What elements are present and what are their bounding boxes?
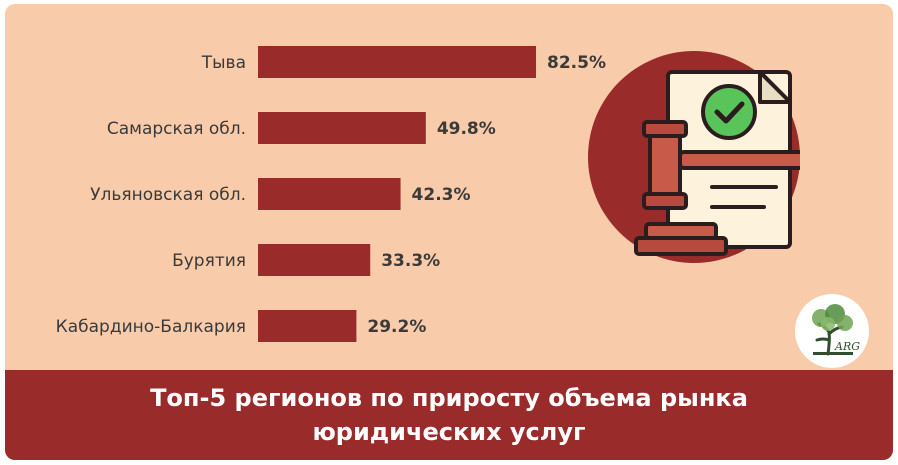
- bar-chart: Тыва 82.5% Самарская обл. 49.8% Ульяновская …: [56, 46, 606, 342]
- checkmark-icon: [714, 101, 745, 124]
- title-banner: Топ-5 регионов по приросту объема рынка …: [5, 370, 893, 460]
- category-label-2: Ульяновская обл.: [90, 185, 246, 205]
- bar-3: [258, 244, 371, 276]
- value-label-4: 29.2%: [367, 317, 426, 337]
- value-label-3: 33.3%: [381, 251, 440, 271]
- category-label-1: Самарская обл.: [107, 119, 246, 139]
- chart-title-line-2: юридических услуг: [312, 418, 586, 446]
- bar-0: [258, 46, 537, 78]
- category-label-0: Тыва: [201, 53, 246, 73]
- gavel-base-top: [644, 222, 718, 240]
- legal-document-gavel-icon: [588, 51, 800, 263]
- gavel-base-bottom: [634, 236, 728, 256]
- checkmark-circle: [701, 84, 757, 140]
- gavel-handle: [678, 150, 800, 170]
- arg-logo: ARG: [795, 294, 869, 368]
- chart-title-line-1: Топ-5 регионов по приросту объема рынка: [150, 384, 748, 412]
- value-label-2: 42.3%: [412, 185, 471, 205]
- svg-text:ARG: ARG: [834, 340, 860, 353]
- tree-logo-icon: ARG: [796, 295, 868, 367]
- document-fold: [758, 70, 792, 104]
- bar-2: [258, 178, 401, 210]
- value-label-0: 82.5%: [547, 53, 606, 73]
- bar-4: [258, 310, 357, 342]
- bar-1: [258, 112, 426, 144]
- category-label-3: Бурятия: [172, 251, 246, 271]
- value-label-1: 49.8%: [437, 119, 496, 139]
- category-label-4: Кабардино-Балкария: [56, 317, 246, 337]
